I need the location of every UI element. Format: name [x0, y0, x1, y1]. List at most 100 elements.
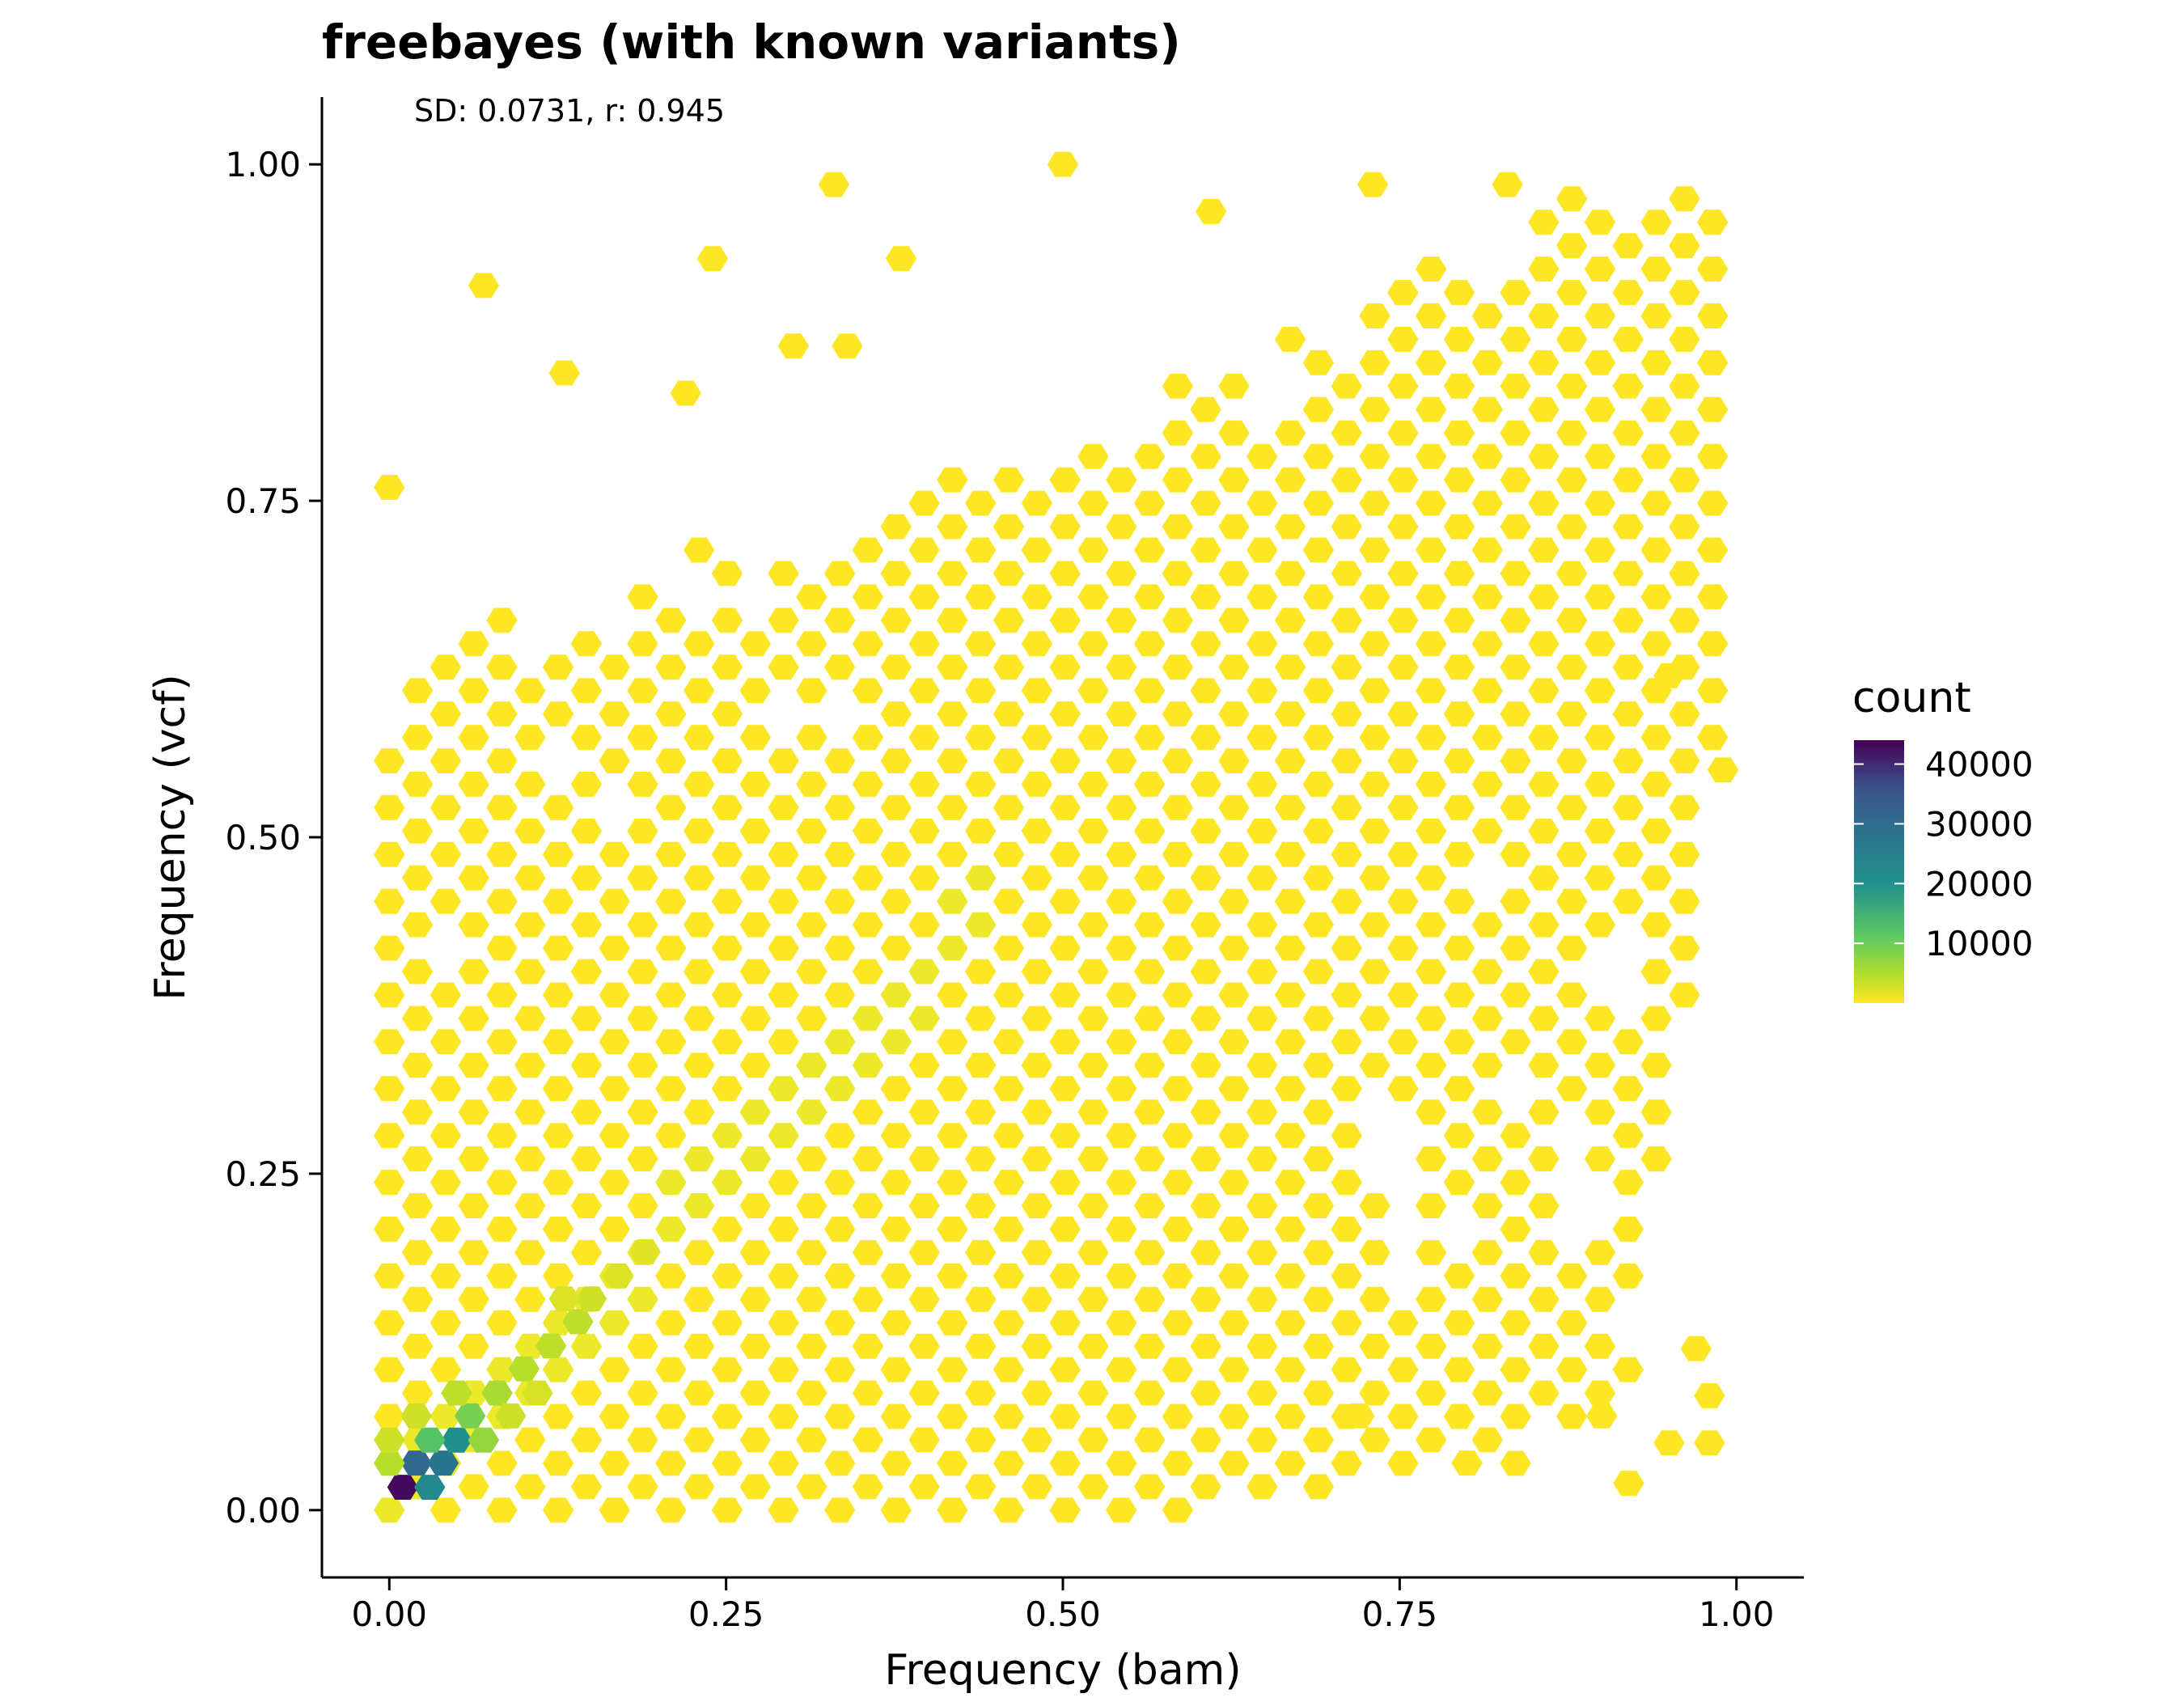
- hex-bin: [1471, 1239, 1503, 1265]
- hex-bin: [655, 608, 687, 633]
- hex-bin: [655, 982, 687, 1008]
- hex-bin: [627, 1380, 658, 1406]
- hex-bin: [711, 701, 743, 727]
- hex-bin: [570, 1006, 603, 1031]
- x-tick-label: 0.50: [1025, 1594, 1101, 1634]
- hex-bin: [1246, 490, 1278, 516]
- hex-bin: [401, 1193, 434, 1218]
- hex-bin: [824, 935, 856, 961]
- hex-bin: [1640, 1052, 1672, 1078]
- hex-bin: [1162, 794, 1194, 820]
- hex-bin: [1218, 701, 1250, 727]
- hex-bin: [1274, 888, 1306, 914]
- hex-bin: [965, 537, 997, 563]
- hex-bin: [1528, 959, 1560, 984]
- hex-bin: [1133, 1052, 1166, 1078]
- legend-title: count: [1852, 674, 1971, 722]
- hex-bin: [1106, 608, 1137, 633]
- hexbin-layer: [374, 151, 1739, 1523]
- hex-bin: [1584, 1380, 1616, 1406]
- hex-bin: [937, 701, 968, 727]
- hex-bin: [1106, 1404, 1137, 1429]
- hex-bin: [1190, 396, 1221, 422]
- hex-bin: [1077, 490, 1109, 516]
- y-axis-label: Frequency (vcf): [146, 674, 195, 1000]
- hex-bin: [542, 1357, 574, 1382]
- hex-bin: [1416, 303, 1447, 328]
- hex-bin: [486, 888, 518, 914]
- hex-bin: [401, 1333, 434, 1359]
- hex-bin: [1331, 982, 1362, 1008]
- hex-bin: [1021, 1427, 1053, 1453]
- hex-bin: [1416, 959, 1447, 984]
- hex-bin: [880, 1123, 912, 1149]
- hex-bin: [570, 1146, 603, 1172]
- hex-bin: [627, 865, 658, 891]
- hex-bin: [937, 1170, 968, 1195]
- hex-bin: [824, 1404, 856, 1429]
- hex-bin: [486, 794, 518, 820]
- hex-bin: [458, 772, 489, 797]
- hex-bin: [1443, 1310, 1475, 1336]
- hex-bin: [1416, 865, 1447, 891]
- hex-bin: [1133, 1427, 1166, 1453]
- hex-bin: [1106, 935, 1137, 961]
- hex-bin: [937, 1404, 968, 1429]
- hex-bin: [655, 1263, 687, 1289]
- hex-bin: [739, 1239, 771, 1265]
- hex-bin: [1077, 1286, 1109, 1312]
- hex-bin: [1331, 420, 1362, 446]
- hex-bin: [1359, 772, 1390, 797]
- hex-bin: [1302, 1474, 1335, 1500]
- hex-bin: [486, 1263, 518, 1289]
- hex-bin: [1133, 1146, 1166, 1172]
- hex-bin: [965, 865, 997, 891]
- hex-bin: [1528, 1006, 1560, 1031]
- hex-bin: [1021, 490, 1053, 516]
- hex-bin: [1584, 256, 1616, 282]
- hex-bin: [1416, 1146, 1447, 1172]
- hex-bin: [1302, 678, 1335, 704]
- hex-bin: [599, 935, 630, 961]
- hex-bin: [852, 1286, 884, 1312]
- hex-bin: [1500, 1263, 1531, 1289]
- hex-bin: [796, 1006, 827, 1031]
- hex-bin: [1528, 584, 1560, 610]
- hex-bin-outlier: [548, 360, 580, 386]
- legend: count 40000 30000 20000 10000: [1852, 674, 2034, 1003]
- hex-bin: [1021, 959, 1053, 984]
- hex-bin: [908, 1427, 940, 1453]
- hex-bin: [1359, 1427, 1390, 1453]
- hex-bin: [430, 1310, 462, 1336]
- legend-tick-label: 40000: [1925, 745, 2034, 785]
- hex-bin: [1471, 631, 1503, 657]
- hex-bin: [430, 794, 462, 820]
- hex-bin: [1331, 561, 1362, 586]
- hex-bin: [1359, 1380, 1390, 1406]
- hex-bin: [514, 1146, 546, 1172]
- hex-bin: [1049, 701, 1081, 727]
- hex-bin: [1669, 420, 1700, 446]
- hex-bin: [458, 1146, 489, 1172]
- hex-bin: [1133, 1099, 1166, 1125]
- hex-bin: [599, 1123, 630, 1149]
- hex-bin: [1274, 654, 1306, 680]
- hex-bin: [1359, 631, 1390, 657]
- hex-bin: [796, 1146, 827, 1172]
- hex-bin: [1443, 608, 1475, 633]
- hex-bin: [880, 1076, 912, 1102]
- hex-bin: [570, 865, 603, 891]
- hex-bin: [1359, 959, 1390, 984]
- hex-bin: [1190, 1006, 1221, 1031]
- hex-bin: [430, 1217, 462, 1242]
- hex-bin: [1049, 1404, 1081, 1429]
- hex-bin: [1612, 1170, 1644, 1195]
- hex-bin: [1302, 865, 1335, 891]
- hex-bin: [655, 1076, 687, 1102]
- hex-bin: [1162, 748, 1194, 773]
- hex-bin: [1331, 1123, 1362, 1149]
- hex-bin: [684, 537, 715, 563]
- hex-bin: [965, 1239, 997, 1265]
- hex-bin: [1331, 748, 1362, 773]
- hex-bin: [852, 1193, 884, 1218]
